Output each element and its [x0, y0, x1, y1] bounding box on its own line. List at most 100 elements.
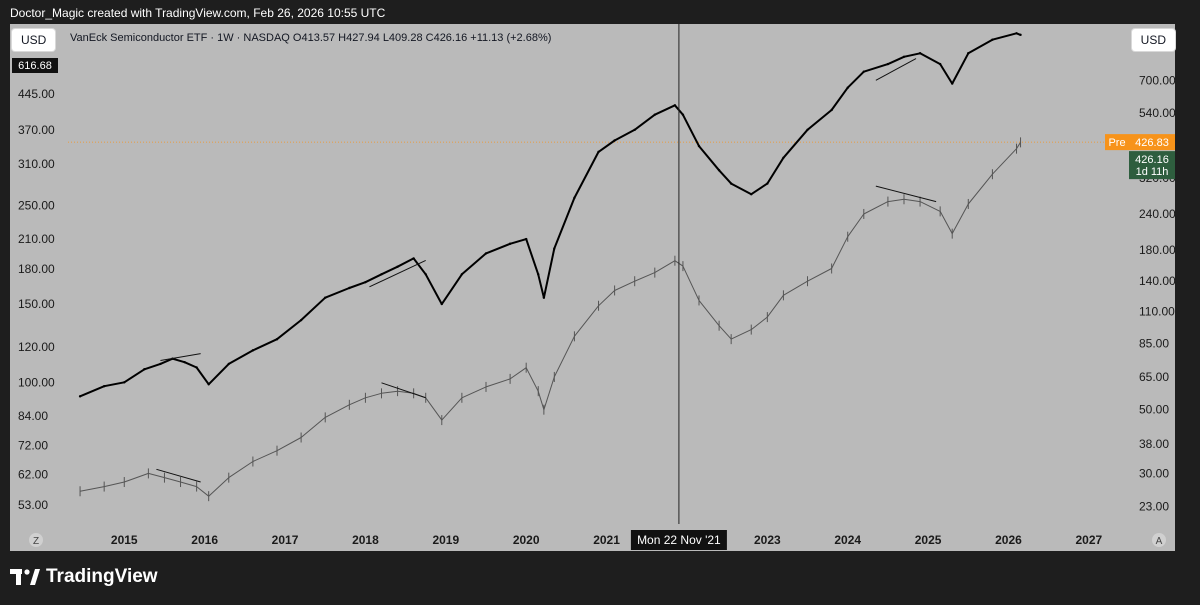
series-line-point: [750, 193, 753, 196]
log-scale-toggle-label: Z: [33, 536, 39, 547]
time-axis-tick-label: 2015: [111, 533, 138, 547]
series-line-point: [830, 108, 833, 112]
time-axis-tick-label: 2023: [754, 533, 781, 547]
time-axis-tick-label: 2019: [432, 533, 459, 547]
pre-label-badge: [1105, 134, 1129, 151]
left-axis-tick-label: 100.00: [18, 375, 55, 389]
crosshair-date-text: Mon 22 Nov '21: [637, 533, 721, 547]
time-axis-tick-label: 2020: [513, 533, 540, 547]
series-line-point: [573, 196, 576, 200]
time-axis-tick-label: 2027: [1076, 533, 1103, 547]
series-line-point: [159, 362, 162, 366]
series-line-point: [991, 38, 994, 41]
symbol-legend: VanEck Semiconductor ETF · 1W · NASDAQ O…: [70, 32, 552, 44]
right-axis-tick-label: 50.00: [1139, 403, 1169, 417]
right-axis-tick-label: 180.00: [1139, 243, 1175, 257]
left-price-scale[interactable]: [10, 24, 68, 551]
series-line-point: [348, 286, 351, 290]
bar-countdown-text: 1d 11h: [1136, 166, 1169, 178]
series-line-point: [508, 242, 512, 245]
series-line-point: [123, 381, 126, 384]
series-line-point: [143, 368, 146, 371]
series-line-0: [79, 32, 1021, 398]
left-price-marker: [12, 58, 58, 73]
series-line-point: [227, 362, 230, 366]
series-line-point: [697, 144, 701, 148]
left-axis-tick-label: 180.00: [18, 262, 55, 276]
series-line-point: [1019, 33, 1022, 37]
auto-scale-label: A: [1156, 536, 1163, 547]
series-line-point: [951, 82, 954, 85]
time-axis-tick-label: 2026: [995, 533, 1022, 547]
series-line-point: [729, 182, 733, 185]
chart-container[interactable]: 53.00 62.00 72.00 84.00 100.00 120.00 150.00 18…: [10, 24, 1175, 551]
series-line-point: [967, 52, 970, 55]
attribution-text: Doctor_Magic created with TradingView.co…: [10, 6, 386, 20]
left-axis-tick-label: 310.00: [18, 157, 55, 171]
left-price-marker-text: 616.68: [18, 60, 52, 72]
time-axis-tick-label: 2025: [915, 533, 942, 547]
right-price-scale[interactable]: [1117, 24, 1175, 551]
series-line-point: [364, 280, 367, 284]
series-line-point: [396, 265, 399, 268]
auto-scale-button[interactable]: [1152, 533, 1166, 547]
series-line-point: [484, 252, 488, 255]
right-axis-tick-label: 700.00: [1139, 73, 1175, 87]
divergence-trendline: [875, 58, 917, 81]
pre-value-text: 426.83: [1135, 137, 1169, 149]
left-axis-tick-label: 150.00: [18, 297, 55, 311]
series-line-point: [553, 247, 556, 250]
series-line-point: [782, 156, 785, 159]
right-axis-tick-label: 30.00: [1139, 466, 1169, 480]
series-line-point: [542, 296, 546, 299]
left-axis-tick-label: 62.00: [18, 468, 48, 482]
series-line-point: [862, 70, 865, 73]
time-scale[interactable]: [68, 524, 1117, 551]
series-line-point: [846, 86, 849, 89]
plot-area[interactable]: [68, 24, 1117, 524]
right-axis-tick-label: 140.00: [1139, 274, 1175, 288]
left-axis-tick-label: 120.00: [18, 340, 55, 354]
series-line-point: [918, 52, 922, 55]
left-axis-tick-label: 370.00: [18, 123, 55, 137]
series-line-point: [613, 139, 616, 142]
series-line-point: [681, 113, 685, 116]
pre-value-badge: [1129, 134, 1175, 151]
left-axis-tick-label: 210.00: [18, 232, 55, 246]
tradingview-logo-text: TradingView: [46, 566, 158, 587]
divergence-trendline: [875, 185, 937, 203]
left-axis-tick-label: 250.00: [18, 198, 55, 212]
series-line-point: [524, 237, 528, 241]
series-line-point: [78, 395, 82, 398]
series-line-point: [537, 273, 540, 276]
divergence-trendline: [381, 382, 426, 399]
log-scale-toggle-button[interactable]: [29, 533, 43, 547]
time-axis-tick-label: 2017: [272, 533, 299, 547]
last-price-text: 426.16: [1135, 154, 1169, 166]
series-line-point: [597, 150, 600, 154]
series-line-point: [440, 302, 443, 306]
series-line-point: [902, 55, 906, 58]
series-line-point: [673, 104, 677, 107]
divergence-trendline: [156, 468, 201, 483]
time-axis-tick-label: 2018: [352, 533, 379, 547]
time-axis-tick-label: 2021: [593, 533, 620, 547]
left-axis-tick-label: 445.00: [18, 87, 55, 101]
currency-selector-right[interactable]: USD: [1131, 29, 1175, 51]
series-line-point: [717, 169, 721, 172]
price-chart[interactable]: 53.00 62.00 72.00 84.00 100.00 120.00 150.00 18…: [10, 24, 1175, 551]
currency-selector-left[interactable]: USD: [12, 29, 56, 51]
right-axis-tick-label: 110.00: [1139, 304, 1175, 318]
series-line-point: [938, 62, 942, 66]
series-line-point: [633, 128, 636, 131]
time-axis-tick-label: 2016: [191, 533, 218, 547]
series-line-point: [251, 349, 255, 352]
divergence-trendline: [369, 260, 426, 288]
series-line-point: [886, 62, 890, 66]
series-line-point: [183, 360, 186, 364]
right-axis-tick-label: 38.00: [1139, 437, 1169, 451]
pre-label-text: Pre: [1108, 137, 1125, 149]
time-axis-tick-label: 2024: [834, 533, 861, 547]
right-axis-tick-label: 85.00: [1139, 336, 1169, 350]
left-axis-tick-label: 53.00: [18, 498, 48, 512]
